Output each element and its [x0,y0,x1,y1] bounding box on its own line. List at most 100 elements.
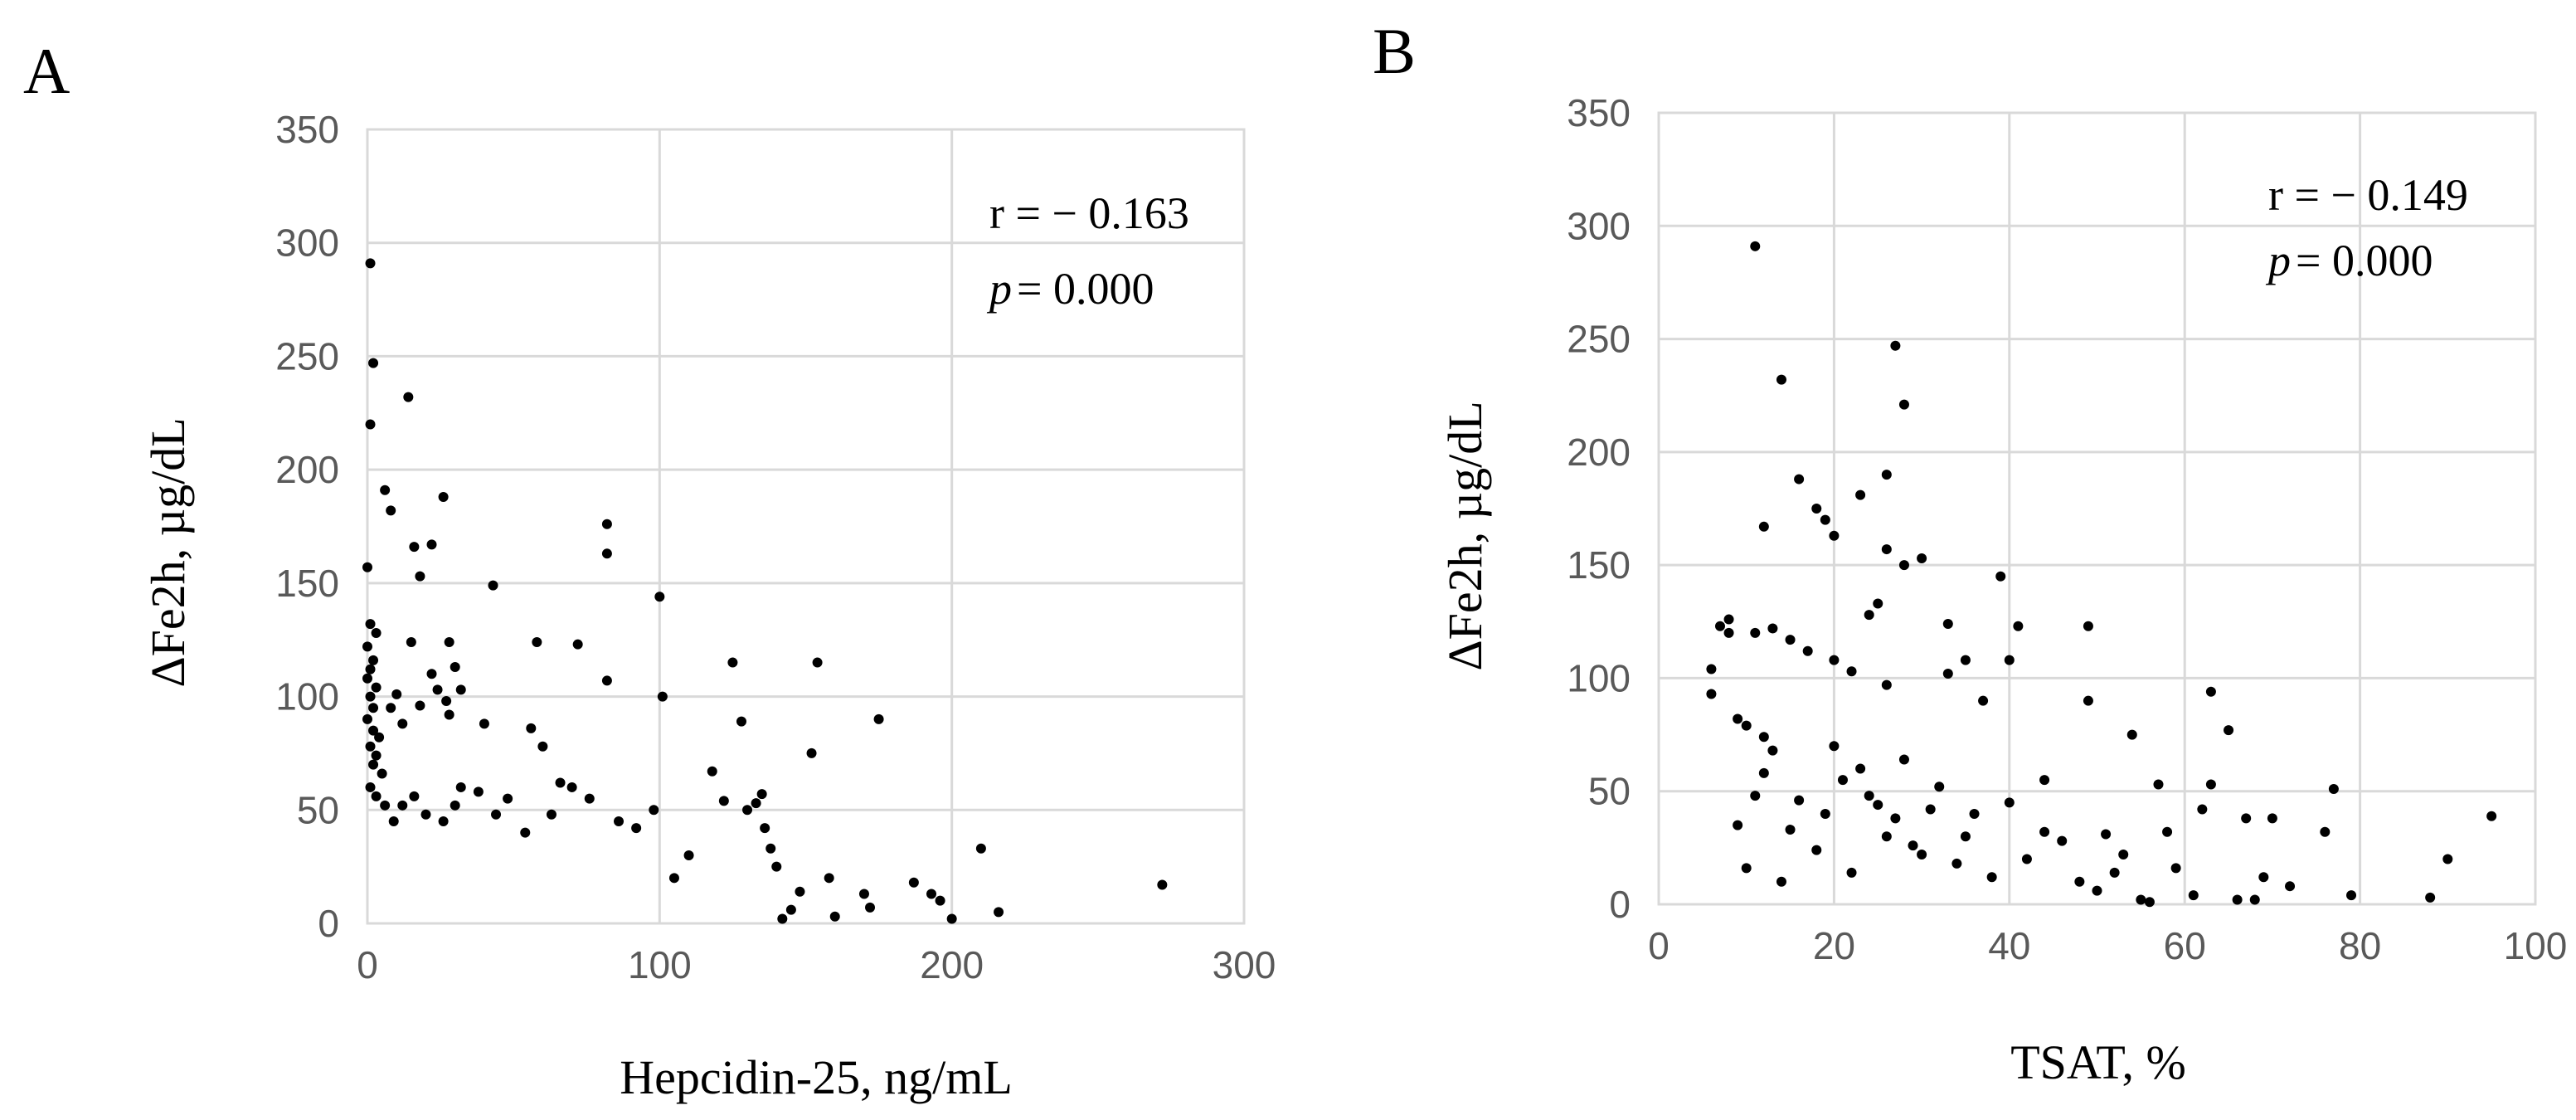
data-point [368,725,379,736]
data-point [444,636,454,647]
data-point [649,805,659,816]
data-point [409,791,420,801]
data-point [2004,797,2015,808]
data-point [1846,867,1857,878]
data-point [526,723,537,733]
panel-b-points [1706,241,2497,908]
data-point [365,782,376,792]
data-point [631,823,642,834]
data-point [1881,470,1892,480]
data-point [371,628,382,639]
y-tick-label: 100 [1567,656,1631,699]
panel-b-y-axis-title: ΔFe2h, µg/dL [1438,401,1492,670]
data-point [432,684,443,695]
panel-a-p-value: p = 0.000 [986,264,1154,314]
data-point [368,703,379,713]
data-point [1995,571,2006,582]
data-point [1776,374,1786,385]
data-point [371,682,382,693]
data-point [380,485,391,495]
data-point [473,786,484,797]
data-point [1733,820,1743,830]
data-point [756,789,767,800]
data-point [1898,560,1909,571]
data-point [1829,530,1840,541]
panel-a-p-symbol: p [986,264,1012,314]
data-point [935,895,945,906]
y-tick-label: 50 [297,788,339,831]
data-point [1951,858,1962,869]
data-point [865,902,876,913]
panel-b: B 0 50 100 150 200 250 300 350 0 20 40 60 80 100 TSA… [1373,15,2567,1089]
data-point [1758,767,1769,778]
x-tick-label: 0 [357,943,378,986]
data-point [1873,598,1883,609]
data-point [438,491,449,502]
data-point [2039,826,2050,837]
data-point [1837,775,1848,786]
data-point [1846,666,1857,677]
data-point [1811,504,1822,514]
y-tick-label: 200 [275,448,339,491]
data-point [2136,894,2146,905]
data-point [391,689,402,699]
data-point [532,636,542,647]
data-point [946,913,957,924]
data-point [1820,808,1830,819]
data-point [1898,754,1909,765]
data-point [566,782,577,792]
x-tick-label: 200 [920,943,984,986]
data-point [2205,686,2216,697]
data-point [368,655,379,665]
x-tick-label: 100 [2504,924,2568,967]
data-point [365,258,376,269]
data-point [2170,863,2181,874]
data-point [2267,813,2277,824]
panel-a-y-axis-title: ΔFe2h, µg/dL [141,417,195,687]
data-point [858,889,869,899]
data-point [2442,854,2453,864]
data-point [409,542,420,553]
y-tick-label: 150 [1567,543,1631,587]
data-point [546,809,557,820]
data-point [908,877,919,888]
data-point [727,657,738,668]
data-point [2258,872,2269,883]
data-point [1898,399,1909,410]
data-point [2126,729,2137,740]
data-point [362,641,372,652]
data-point [1741,720,1752,731]
data-point [824,873,834,884]
data-point [766,843,776,854]
data-point [362,562,372,572]
x-tick-label: 100 [628,943,692,986]
panel-b-r-value: r = − 0.149 [2268,170,2468,220]
y-tick-label: 350 [1567,91,1631,134]
data-point [1978,695,1989,706]
data-point [426,539,437,550]
data-point [873,713,884,724]
x-tick-label: 40 [1988,924,2030,967]
panel-a-annotation: r = − 0.163 p = 0.000 [986,188,1189,314]
data-point [1855,489,1866,500]
data-point [450,800,460,811]
data-point [426,669,437,679]
data-point [2118,850,2129,860]
data-point [1723,627,1734,638]
panel-b-x-axis-title: TSAT, % [2010,1035,2186,1089]
data-point [1811,845,1822,855]
panel-a-gridlines [366,128,1246,925]
panel-b-gridlines [1657,111,2537,906]
data-point [1767,745,1778,756]
data-point [2083,621,2093,631]
x-tick-label: 80 [2339,924,2381,967]
y-tick-label: 0 [318,902,339,945]
data-point [614,816,625,826]
data-point [829,911,840,922]
panel-a: A 0 50 100 150 200 250 300 350 0 100 200 300 Hepci… [23,35,1276,1104]
data-point [2153,779,2164,790]
panel-a-points [362,258,1168,924]
plot-area-border [366,128,1246,925]
panel-b-x-tick-labels: 0 20 40 60 80 100 [1648,924,2567,967]
data-point [1917,850,1927,860]
